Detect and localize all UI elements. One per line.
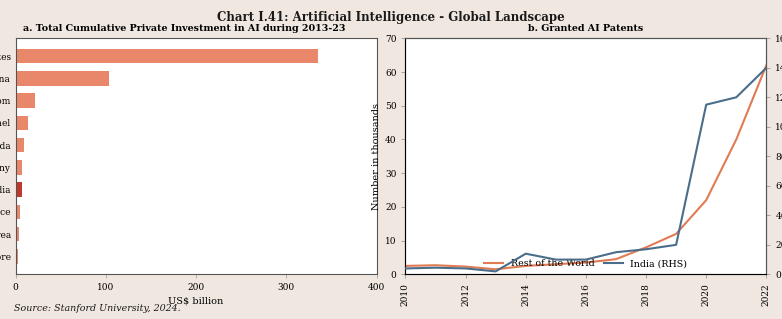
Bar [16, 49, 318, 63]
Bar [16, 71, 109, 86]
Text: a. Total Cumulative Private Investment in AI during 2013-23: a. Total Cumulative Private Investment i… [23, 24, 346, 33]
Bar [16, 116, 28, 130]
Bar [16, 138, 23, 152]
Y-axis label: Number in thousands: Number in thousands [371, 103, 381, 210]
Bar [16, 182, 22, 197]
Bar [16, 160, 22, 175]
X-axis label: US$ billion: US$ billion [168, 297, 224, 306]
Bar [16, 205, 20, 219]
Text: Chart I.41: Artificial Intelligence - Global Landscape: Chart I.41: Artificial Intelligence - Gl… [217, 11, 565, 24]
Bar [16, 227, 19, 241]
Bar [16, 249, 18, 263]
Bar [16, 93, 35, 108]
Title: b. Granted AI Patents: b. Granted AI Patents [529, 24, 644, 33]
Legend: Rest of the World, India (RHS): Rest of the World, India (RHS) [481, 256, 691, 272]
Text: Source: Stanford University, 2024.: Source: Stanford University, 2024. [14, 304, 181, 313]
